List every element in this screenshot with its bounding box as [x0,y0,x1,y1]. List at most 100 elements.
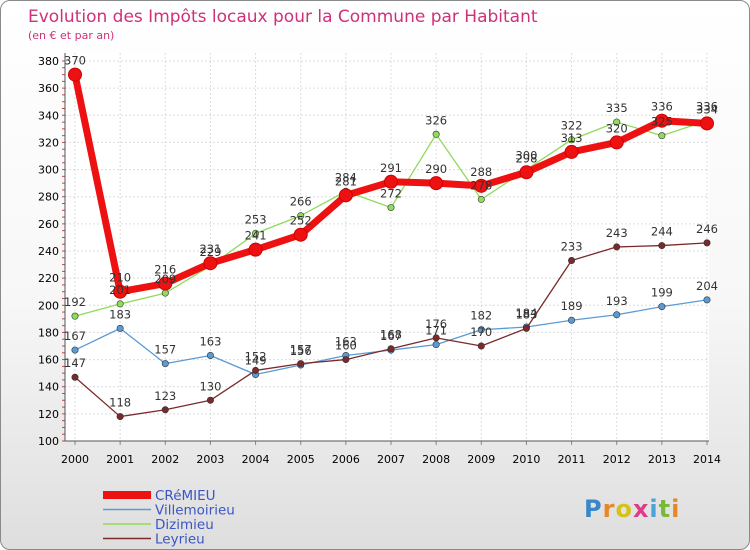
x-tick-label: 2002 [151,453,179,466]
data-label: 157 [154,343,176,357]
data-label: 163 [335,335,357,349]
data-label: 252 [290,214,312,228]
data-label: 290 [425,162,447,176]
data-label: 320 [606,121,628,135]
legend-label: CRéMIEU [155,488,216,504]
data-point [700,116,714,131]
plot-area: 100 120 140 160 180 200 220 240 260 280 300 320 340 3… [38,53,721,466]
y-tick-label: 380 [38,55,59,68]
data-point [116,300,124,308]
data-label: 167 [380,329,402,343]
data-label: 336 [696,100,718,114]
data-point [116,324,124,332]
data-label: 189 [561,299,583,313]
data-point [613,243,621,251]
data-label: 183 [515,307,537,321]
y-tick-label: 160 [38,354,59,367]
data-point [477,326,485,334]
data-label: 244 [651,225,673,239]
data-point [477,195,485,203]
data-label: 272 [380,187,402,201]
data-point [297,360,305,368]
data-label: 149 [245,354,267,368]
data-label: 182 [470,309,492,323]
data-point [658,242,666,250]
data-point [297,212,305,220]
y-tick-label: 340 [38,109,59,122]
data-point [116,413,124,421]
data-label: 123 [154,389,176,403]
y-tick-label: 280 [38,191,59,204]
data-label: 171 [425,324,447,338]
data-label: 157 [290,343,312,357]
data-point [568,316,576,324]
data-label: 192 [64,295,86,309]
y-tick-label: 180 [38,326,59,339]
data-label: 298 [515,151,537,165]
chart-title: Evolution des Impôts locaux pour la Comm… [28,7,538,27]
x-tick-label: 2006 [332,453,360,466]
legend-label: Dizimieu [155,517,214,533]
data-label: 291 [380,161,402,175]
chart-subtitle: (en € et par an) [28,29,114,42]
data-point [432,130,440,138]
data-point [387,204,395,212]
data-label: 152 [245,349,267,363]
y-tick-label: 100 [38,435,59,448]
data-point [522,324,530,332]
data-point [519,165,534,180]
x-tick-label: 2000 [61,453,89,466]
data-label: 199 [651,286,673,300]
data-label: 170 [470,325,492,339]
logo-letter: r [603,495,616,523]
plot-background [65,53,709,441]
data-point [613,118,621,126]
data-label: 334 [696,102,718,116]
data-point [161,406,169,414]
x-tick-label: 2005 [287,453,315,466]
data-label: 335 [606,101,628,115]
x-tick-label: 2001 [106,453,134,466]
x-tick-label: 2004 [242,453,270,466]
data-point [206,396,214,404]
data-point [342,356,350,364]
data-point [564,144,579,159]
logo-letter: o [615,495,633,523]
data-point [252,366,260,374]
data-label: 193 [606,294,628,308]
data-point [248,242,263,257]
data-label: 243 [606,226,628,240]
legend-label: Leyrieu [155,532,205,548]
data-label: 253 [245,212,267,226]
data-label: 160 [335,339,357,353]
data-point [158,276,173,291]
proxiti-logo: Proxiti [584,495,680,523]
x-tick-label: 2014 [693,453,721,466]
x-tick-label: 2010 [512,453,540,466]
data-point [613,311,621,319]
data-label: 201 [109,283,131,297]
data-point [429,176,444,191]
y-tick-label: 200 [38,299,59,312]
data-label: 322 [561,119,583,133]
data-point [568,256,576,264]
data-point [703,239,711,247]
data-label: 184 [515,306,537,320]
x-tick-label: 2009 [467,453,495,466]
data-label: 326 [425,113,447,127]
logo-letter: x [633,495,649,523]
logo-text: Proxiti [584,495,680,523]
data-label: 229 [199,245,221,259]
y-tick-label: 360 [38,82,59,95]
data-label: 336 [651,100,673,114]
x-tick-label: 2007 [377,453,405,466]
data-labels: 167 183 157 163 149 156 163 167 171 182 184 189 193 1… [64,54,718,410]
logo-letter: P [584,495,603,523]
data-point [68,67,82,82]
data-point [387,345,395,353]
data-point [658,303,666,311]
data-label: 147 [64,356,86,370]
data-point [474,178,489,193]
data-label: 281 [335,174,357,188]
